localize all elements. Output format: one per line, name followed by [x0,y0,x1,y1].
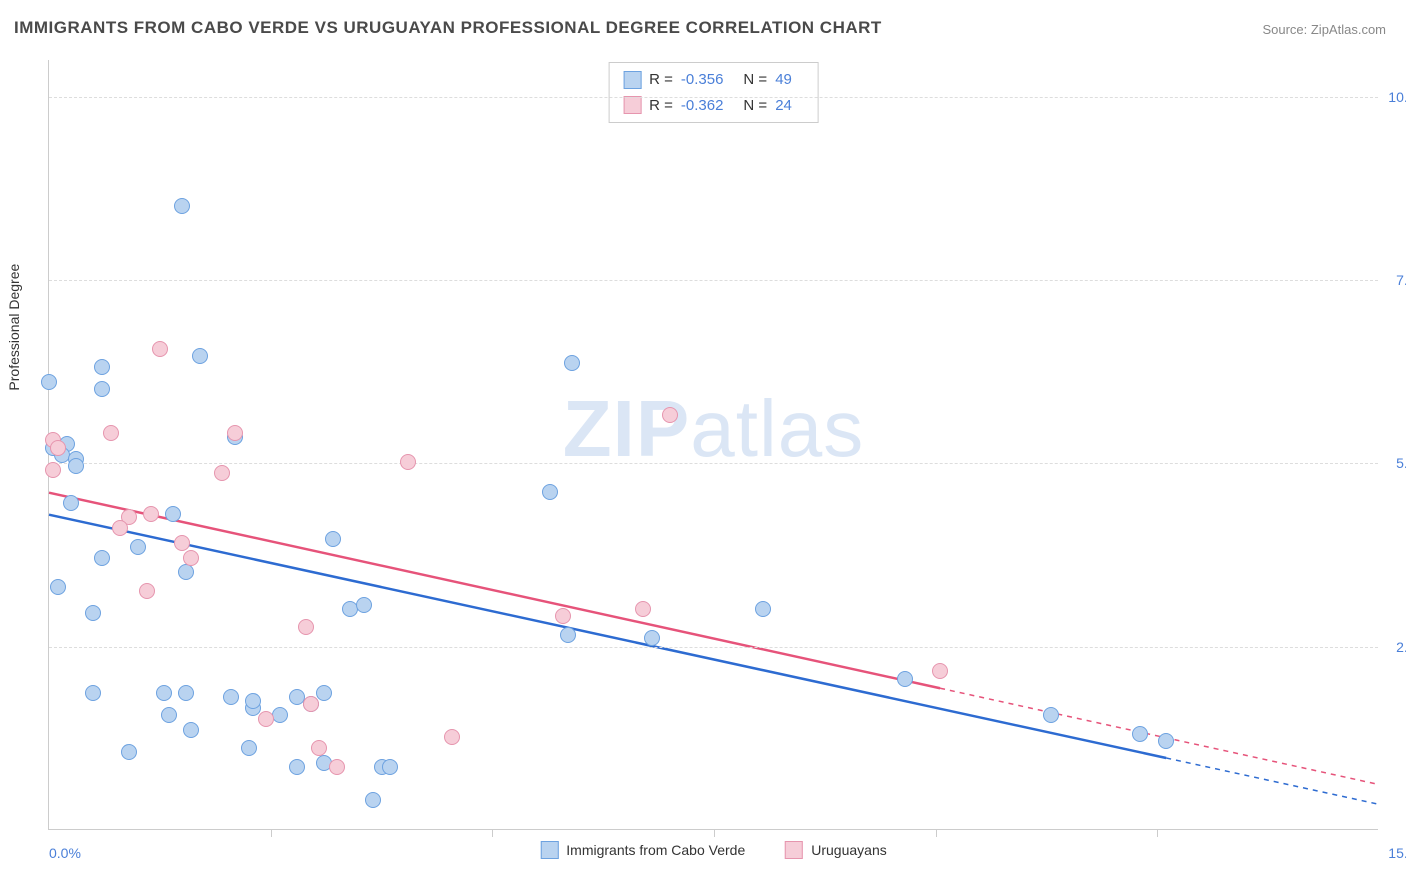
data-point [245,693,261,709]
data-point [1132,726,1148,742]
data-point [1158,733,1174,749]
data-point [635,601,651,617]
x-tick [271,829,272,837]
gridline [49,97,1378,98]
data-point [644,630,660,646]
data-point [223,689,239,705]
legend-label: Uruguayans [811,842,887,858]
data-point [316,685,332,701]
data-point [241,740,257,756]
source-label: Source: ZipAtlas.com [1262,22,1386,37]
data-point [214,465,230,481]
data-point [662,407,678,423]
data-point [50,579,66,595]
legend-item: Immigrants from Cabo Verde [540,841,745,859]
data-point [183,722,199,738]
data-point [130,539,146,555]
data-point [165,506,181,522]
data-point [161,707,177,723]
legend-swatch [785,841,803,859]
data-point [85,605,101,621]
stats-legend-box: R = -0.356N = 49R = -0.362N = 24 [608,62,819,123]
y-tick-label: 5.0% [1384,455,1406,471]
data-point [382,759,398,775]
data-point [174,535,190,551]
data-point [178,564,194,580]
stat-n-value: 49 [775,67,792,93]
data-point [192,348,208,364]
data-point [555,608,571,624]
gridline [49,280,1378,281]
data-point [143,506,159,522]
chart-plot-area: ZIPatlas R = -0.356N = 49R = -0.362N = 2… [48,60,1378,830]
data-point [94,381,110,397]
data-point [85,685,101,701]
data-point [152,341,168,357]
legend-swatch [540,841,558,859]
data-point [45,462,61,478]
x-tick [1157,829,1158,837]
data-point [178,685,194,701]
data-point [94,359,110,375]
data-point [311,740,327,756]
data-point [103,425,119,441]
data-point [400,454,416,470]
legend-swatch [623,96,641,114]
trend-line [49,493,940,689]
data-point [156,685,172,701]
data-point [68,458,84,474]
y-tick-label: 10.0% [1384,89,1406,105]
data-point [444,729,460,745]
data-point [542,484,558,500]
x-axis-max-label: 15.0% [1388,845,1406,861]
trend-line [49,515,1166,758]
data-point [303,696,319,712]
data-point [932,663,948,679]
data-point [1043,707,1059,723]
data-point [560,627,576,643]
data-point [564,355,580,371]
x-tick [936,829,937,837]
chart-title: IMMIGRANTS FROM CABO VERDE VS URUGUAYAN … [14,18,882,38]
data-point [139,583,155,599]
stats-row: R = -0.356 N = 49 [623,67,804,93]
data-point [63,495,79,511]
data-point [121,744,137,760]
bottom-legend: Immigrants from Cabo Verde Uruguayans [540,841,886,859]
y-tick-label: 2.5% [1384,639,1406,655]
data-point [356,597,372,613]
stat-r-label: R = [649,67,673,93]
stat-r-value: -0.356 [681,67,724,93]
legend-label: Immigrants from Cabo Verde [566,842,745,858]
data-point [183,550,199,566]
y-tick-label: 7.5% [1384,272,1406,288]
data-point [41,374,57,390]
legend-swatch [623,71,641,89]
data-point [50,440,66,456]
data-point [112,520,128,536]
data-point [755,601,771,617]
trend-line-extrapolated [1166,758,1379,804]
data-point [227,425,243,441]
data-point [329,759,345,775]
stat-n-label: N = [743,67,767,93]
data-point [365,792,381,808]
x-axis-min-label: 0.0% [49,845,81,861]
data-point [258,711,274,727]
legend-item: Uruguayans [785,841,887,859]
x-tick [492,829,493,837]
x-tick [714,829,715,837]
data-point [325,531,341,547]
y-axis-title: Professional Degree [6,264,22,391]
gridline [49,463,1378,464]
data-point [298,619,314,635]
data-point [174,198,190,214]
data-point [289,759,305,775]
data-point [94,550,110,566]
data-point [897,671,913,687]
gridline [49,647,1378,648]
